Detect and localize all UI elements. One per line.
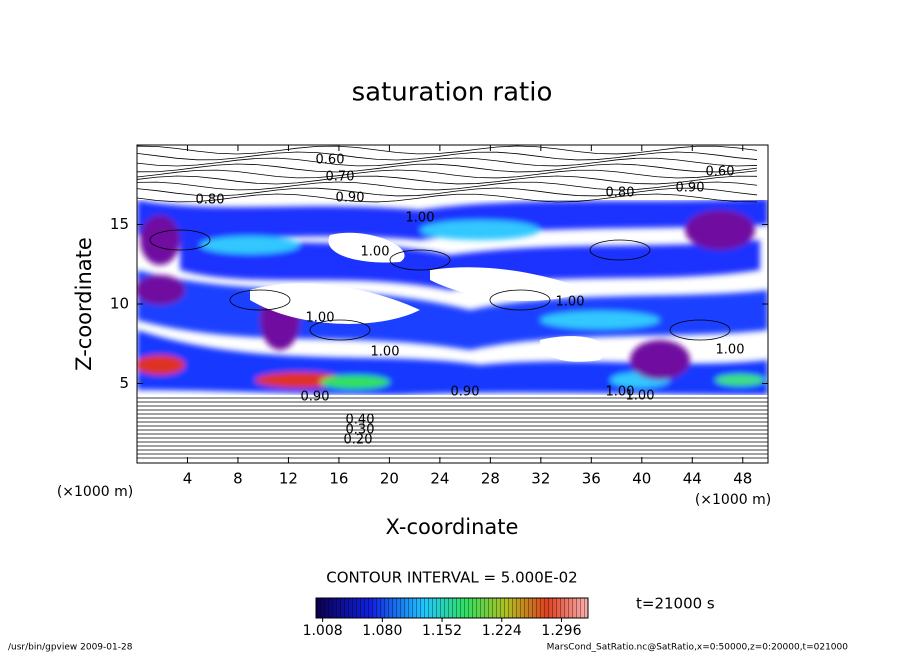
x-tick-label: 12 xyxy=(279,470,298,488)
contour-line xyxy=(137,145,758,155)
colorbar-tick-label: 1.296 xyxy=(541,623,581,639)
contour-label: 0.70 xyxy=(326,170,355,185)
contour-line xyxy=(589,239,651,261)
colorbar-tick-label: 1.008 xyxy=(303,623,343,639)
x-tick-label: 28 xyxy=(481,470,500,488)
contour-label: 1.00 xyxy=(606,385,635,400)
contour-label: 0.90 xyxy=(336,191,365,206)
x-tick-label: 32 xyxy=(531,470,550,488)
y-axis-label: Z-coordinate xyxy=(72,237,96,371)
x-tick-label: 20 xyxy=(380,470,399,488)
contour-line xyxy=(137,181,758,191)
contour-label: 0.60 xyxy=(706,165,735,180)
contour-line xyxy=(137,193,758,203)
contour-line xyxy=(309,319,371,341)
contour-line xyxy=(489,289,551,311)
x-unit: (×1000 m) xyxy=(695,492,771,508)
x-axis-label: X-coordinate xyxy=(386,515,519,539)
contour-label: 0.90 xyxy=(451,385,480,400)
contour-label: 0.80 xyxy=(606,186,635,201)
x-tick-label: 16 xyxy=(329,470,348,488)
colorbar-tick-label: 1.080 xyxy=(362,623,402,639)
contour-label: 0.90 xyxy=(301,390,330,405)
y-tick-label: 15 xyxy=(110,215,129,233)
contour-label: 0.80 xyxy=(196,193,225,208)
contour-line xyxy=(137,169,758,179)
x-tick-label: 44 xyxy=(683,470,702,488)
colorbar-tick-label: 1.152 xyxy=(422,623,462,639)
contour-line xyxy=(149,229,211,251)
contour-line xyxy=(137,163,758,173)
footer-left: /usr/bin/gpview 2009-01-28 xyxy=(8,643,133,653)
contour-line xyxy=(137,151,758,161)
colorbar-tick-label: 1.224 xyxy=(482,623,522,639)
contour-label: 1.00 xyxy=(306,311,335,326)
y-tick-label: 10 xyxy=(110,295,129,313)
footer-right: MarsCond_SatRatio.nc@SatRatio,x=0:50000,… xyxy=(547,643,849,653)
contour-label: 1.00 xyxy=(361,245,390,260)
contour-label: 1.00 xyxy=(371,345,400,360)
contour-line xyxy=(389,249,451,271)
x-tick-label: 48 xyxy=(733,470,752,488)
contour-line xyxy=(229,289,291,311)
contour-label: 0.20 xyxy=(344,433,373,448)
contour-line xyxy=(669,319,731,341)
contour-label: 0.30 xyxy=(346,423,375,438)
contour-label: 0.60 xyxy=(316,153,345,168)
x-tick-label: 36 xyxy=(582,470,601,488)
contour-interval: CONTOUR INTERVAL = 5.000E-02 xyxy=(326,569,577,587)
contour-line xyxy=(137,157,758,167)
contour-label: 0.40 xyxy=(346,413,375,428)
contour-label: 1.00 xyxy=(626,389,655,404)
x-unit-left: (×1000 m) xyxy=(57,484,133,500)
contour-line xyxy=(137,175,758,185)
x-tick-label: 40 xyxy=(632,470,651,488)
chart-title: saturation ratio xyxy=(352,78,553,108)
colorbar-stripes xyxy=(315,597,589,619)
contour-line xyxy=(137,187,758,197)
x-tick-label: 4 xyxy=(183,470,193,488)
y-tick-label: 5 xyxy=(119,374,129,392)
field: 0.600.700.80 0.901.001.001.001.001.00 1.00… xyxy=(137,145,768,463)
contour-label: 1.00 xyxy=(406,211,435,226)
contour-label: 0.90 xyxy=(676,181,705,196)
x-tick-label: 24 xyxy=(430,470,449,488)
contour-label: 1.00 xyxy=(716,343,745,358)
contour-label: 1.00 xyxy=(556,295,585,310)
x-tick-label: 8 xyxy=(233,470,243,488)
time-label: t=21000 s xyxy=(636,595,715,613)
